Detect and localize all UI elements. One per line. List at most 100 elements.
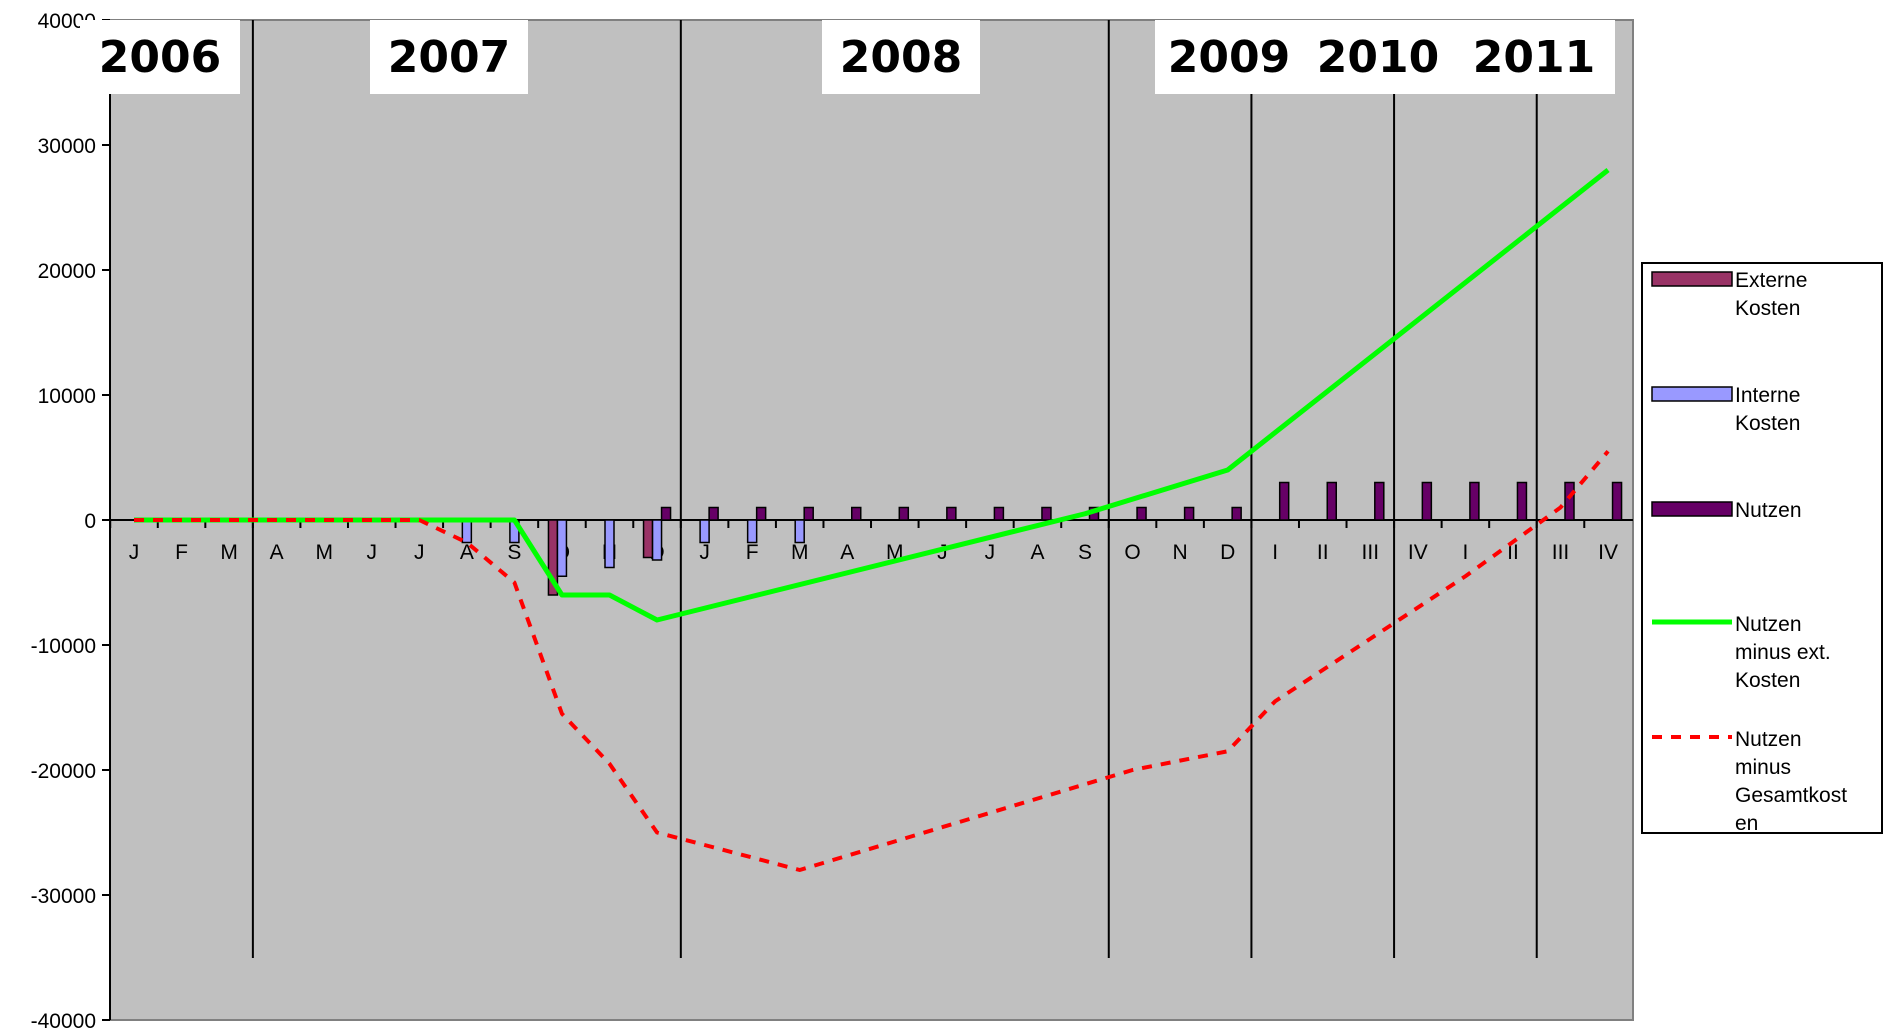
x-tick-label: S: [507, 541, 521, 564]
line-series: [134, 168, 1610, 872]
year-label-box: [1453, 20, 1615, 94]
legend-label: Nutzen: [1735, 728, 1802, 751]
bar: [898, 506, 910, 521]
year-label: 2010: [1317, 32, 1439, 83]
bar: [1564, 481, 1575, 521]
x-tick-label: M: [220, 541, 238, 564]
bar: [1041, 506, 1052, 521]
legend-box: [1641, 262, 1883, 834]
line-series-gesamtkosten: [134, 449, 1610, 872]
legend-swatch: [1651, 386, 1733, 402]
legend-label: Gesamtkost: [1735, 784, 1847, 807]
x-tick-label: J: [699, 541, 710, 564]
x-tick-label: J: [985, 541, 996, 564]
legend-label: Nutzen: [1735, 499, 1802, 522]
bar: [699, 519, 710, 544]
bar: [803, 506, 814, 521]
bar: [1469, 481, 1480, 521]
legend-swatch: [1651, 271, 1733, 287]
x-tick-label: S: [1078, 541, 1092, 564]
bar: [1183, 506, 1195, 521]
bar: [461, 519, 473, 544]
bar: [1421, 481, 1433, 521]
x-tick-label: IV: [1598, 541, 1618, 564]
bar: [1611, 481, 1623, 521]
legend-swatch: [1651, 501, 1733, 517]
legend-label: Externe: [1735, 269, 1807, 292]
bar: [1326, 481, 1337, 521]
legend: Externe Kosten Interne Kosten Nutzen Nutzen mi…: [1641, 262, 1883, 835]
x-tick-label: M: [791, 541, 809, 564]
legend-label: Kosten: [1735, 297, 1800, 320]
bar: [1278, 481, 1290, 521]
y-tick-label: -20000: [31, 760, 96, 783]
x-tick-label: J: [367, 541, 378, 564]
bar: [1231, 506, 1242, 521]
x-tick-label: N: [1173, 541, 1188, 564]
y-tick-label: -30000: [31, 885, 96, 908]
bar: [660, 506, 672, 521]
legend-label: en: [1735, 812, 1758, 835]
bar: [556, 519, 568, 577]
bar: [946, 506, 957, 521]
y-tick-label: 20000: [38, 260, 96, 283]
x-tick-label: F: [175, 541, 188, 564]
year-label: 2009: [1168, 32, 1290, 83]
legend-label: Nutzen: [1735, 613, 1802, 636]
year-label-box: [1155, 20, 1303, 94]
bar: [746, 519, 758, 544]
legend-label: Kosten: [1735, 669, 1800, 692]
x-tick-label: J: [937, 541, 948, 564]
legend-label: minus: [1735, 756, 1791, 779]
y-axis: 400003000020000100000-10000-20000-30000-…: [31, 10, 111, 1028]
bar: [708, 506, 719, 521]
year-labels: 2006 2007 2008 2009 2010 2011: [80, 20, 1615, 94]
bar: [794, 519, 805, 544]
y-tick-label: -40000: [31, 1010, 96, 1028]
x-tick-label: III: [1362, 541, 1380, 564]
x-tick-label: I: [1272, 541, 1278, 564]
bar: [1374, 481, 1385, 521]
x-tick-label: A: [1030, 541, 1044, 564]
x-tick-label: F: [746, 541, 759, 564]
year-label: 2007: [388, 32, 510, 83]
x-tick-label: III: [1552, 541, 1570, 564]
y-tick-label: -10000: [31, 635, 96, 658]
bar-series: [461, 481, 1623, 596]
year-label-box: [80, 20, 240, 94]
y-tick-label: 0: [84, 510, 96, 533]
x-tick-label: M: [315, 541, 333, 564]
year-label: 2008: [840, 32, 962, 83]
x-tick-label: D: [1220, 541, 1235, 564]
x-tick-label: I: [1462, 541, 1468, 564]
year-dividers: [251, 20, 1538, 958]
year-label: 2011: [1473, 32, 1595, 83]
bar: [651, 519, 663, 561]
x-tick-label: O: [1124, 541, 1140, 564]
y-tick-label: 30000: [38, 135, 96, 158]
x-tick-label: IV: [1408, 541, 1428, 564]
bar: [755, 506, 767, 521]
bar: [642, 519, 654, 559]
year-label-box: [822, 20, 980, 94]
x-tick-label: J: [129, 541, 140, 564]
x-tick-label: J: [414, 541, 425, 564]
y-tick-label: 10000: [38, 385, 96, 408]
year-label-box: [370, 20, 528, 94]
legend-label: Kosten: [1735, 412, 1800, 435]
x-tick-label: II: [1317, 541, 1329, 564]
legend-label: minus ext.: [1735, 641, 1831, 664]
bar: [1516, 481, 1528, 521]
x-tick-label: A: [840, 541, 854, 564]
bar: [604, 519, 615, 569]
legend-label: Interne: [1735, 384, 1800, 407]
bar: [1136, 506, 1147, 521]
bar: [993, 506, 1005, 521]
bar: [851, 506, 862, 521]
x-tick-label: A: [270, 541, 284, 564]
year-label: 2006: [99, 32, 221, 83]
year-label-box: [1303, 20, 1453, 94]
line-series-ext-kosten: [134, 168, 1610, 623]
x-tick-label: II: [1507, 541, 1519, 564]
